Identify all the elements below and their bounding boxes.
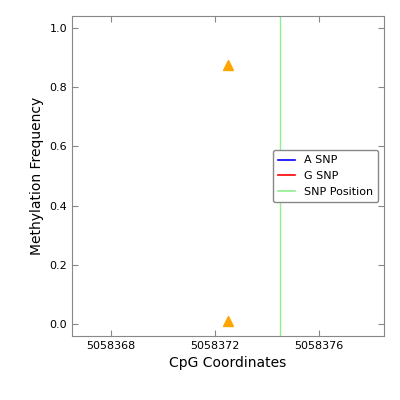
Y-axis label: Methylation Frequency: Methylation Frequency xyxy=(30,97,44,255)
X-axis label: CpG Coordinates: CpG Coordinates xyxy=(169,356,287,370)
Legend: A SNP, G SNP, SNP Position: A SNP, G SNP, SNP Position xyxy=(273,150,378,202)
